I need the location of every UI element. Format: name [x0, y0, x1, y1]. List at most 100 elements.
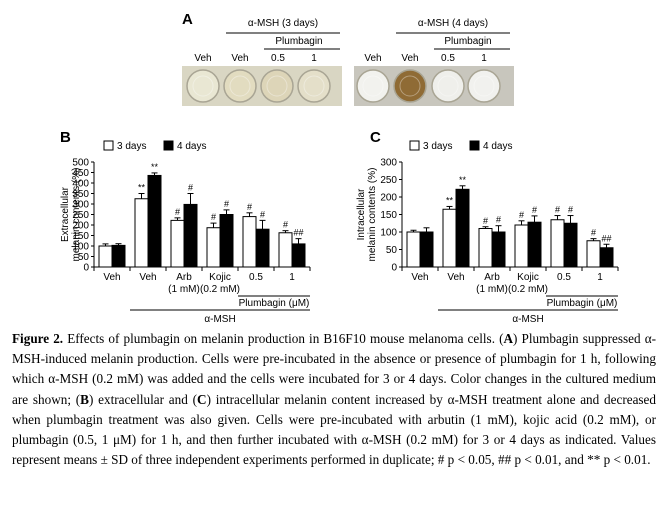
- chart-c-ylabel-line-0: Intracellular: [356, 188, 367, 240]
- chart-c-sigmark-5-0: #: [591, 228, 596, 238]
- chart-c-sigmark-2-0: #: [483, 216, 488, 226]
- chart-b-ylabel-line-0: Extracellular: [60, 186, 71, 242]
- a3-well-highlight-1: [192, 75, 214, 97]
- figure-caption: Figure 2. Effects of plumbagin on melani…: [12, 329, 656, 470]
- chart-b-bar-2-0: [170, 219, 185, 268]
- chart-c-ytick-label-5: 250: [380, 175, 397, 186]
- chart-c-ytick-label-2: 100: [380, 228, 397, 239]
- chart-b-legend-label-0: 3 days: [117, 141, 146, 152]
- chart-c-bar-4-1: [563, 222, 578, 268]
- a3-well-highlight-3: [266, 75, 288, 97]
- chart-c-category-1: Veh: [447, 272, 464, 283]
- chart-b-ytick-label-5: 250: [72, 210, 89, 221]
- chart-b-category-4: 0.5: [249, 272, 263, 283]
- chart-c-category-5: 1: [597, 272, 603, 283]
- chart-b-bar-5-0: [278, 232, 293, 268]
- chart-b-treatment-label: α-MSH: [204, 314, 235, 325]
- chart-b-legend-label-1: 4 days: [177, 141, 206, 152]
- a4-well-2: [393, 69, 427, 103]
- a3-well-label-1: Veh: [194, 53, 211, 64]
- chart-c-category-3: Kojic: [517, 272, 539, 283]
- panel-a-label: A: [182, 11, 193, 28]
- a4-well-highlight-3: [437, 75, 459, 97]
- chart-b-bar-1-1: [147, 174, 162, 268]
- chart-c-sublabel-3: (0.2 mM): [508, 284, 548, 295]
- chart-b-sigmark-2-1: #: [188, 183, 193, 193]
- chart-c-bar-3-0: [514, 224, 529, 268]
- chart-c-bar-5-0: [586, 240, 601, 268]
- chart-b-category-1: Veh: [139, 272, 156, 283]
- chart-b-category-2: Arb: [176, 272, 192, 283]
- chart-b-sigmark-3-1: #: [224, 199, 229, 209]
- a4-well-label-4: 1: [481, 53, 487, 64]
- chart-b-ytick-label-6: 300: [72, 200, 89, 211]
- chart-c-category-0: Veh: [411, 272, 428, 283]
- chart-c-bar-0-0: [406, 231, 421, 268]
- chart-b-ylabel: Extracellularmelanin contents (%): [60, 168, 82, 262]
- a3-well-label-2: Veh: [231, 53, 248, 64]
- chart-b-category-0: Veh: [103, 272, 120, 283]
- chart-b-sigmark-2-0: #: [175, 207, 180, 217]
- a3-well-label-3: 0.5: [271, 53, 285, 64]
- chart-c-sigmark-1-0: **: [446, 195, 454, 205]
- chart-c-bar-4-0: [550, 219, 565, 268]
- chart-b-ytick-label-3: 150: [72, 231, 89, 242]
- chart-b-sigmark-1-0: **: [138, 183, 146, 193]
- chart-b-ytick-label-2: 100: [72, 242, 89, 253]
- chart-b-ytick-label-7: 350: [72, 189, 89, 200]
- chart-c-ytick-label-3: 150: [380, 210, 397, 221]
- group3-plumbagin-label: Plumbagin: [275, 36, 322, 47]
- chart-c-sigmark-3-1: #: [532, 205, 537, 215]
- a3-well-1: [186, 69, 220, 103]
- chart-c-bar-1-0: [442, 208, 457, 268]
- group4-title: α-MSH (4 days): [418, 18, 488, 29]
- chart-c-bar-2-1: [491, 231, 506, 268]
- chart-b-bar-5-1: [291, 243, 306, 268]
- chart-b-bar-0-0: [98, 245, 113, 268]
- chart-b-ytick-label-1: 50: [78, 252, 90, 263]
- chart-b-sigmark-4-0: #: [247, 202, 252, 212]
- chart-c-ylabel: Intracellularmelanin contents (%): [356, 168, 378, 262]
- chart-b-ytick-label-9: 450: [72, 168, 89, 179]
- chart-b-bar-0-1: [111, 244, 126, 268]
- chart-b-bar-2-1: [183, 203, 198, 268]
- chart-b-bar-4-0: [242, 216, 257, 268]
- chart-b-sigmark-3-0: #: [211, 212, 216, 222]
- a3-well-highlight-2: [229, 75, 251, 97]
- chart-b-sigmark-4-1: #: [260, 209, 265, 219]
- chart-b-bar-3-1: [219, 214, 234, 268]
- chart-c-ytick-label-4: 200: [380, 193, 397, 204]
- chart-b-sublabel-3: (0.2 mM): [200, 284, 240, 295]
- figure: A α-MSH (3 days) Plumbagin Veh Veh 0.5 1…: [60, 11, 619, 325]
- chart-c-bar-3-1: [527, 221, 542, 268]
- a4-well-label-3: 0.5: [441, 53, 455, 64]
- a3-well-3: [260, 69, 294, 103]
- caption-ref-c: C: [197, 391, 207, 407]
- a4-well-highlight-2: [399, 75, 421, 97]
- chart-b-sigmark-5-0: #: [283, 220, 288, 230]
- a4-well-4: [467, 69, 501, 103]
- a3-well-highlight-4: [303, 75, 325, 97]
- chart-b-ytick-label-10: 500: [72, 158, 89, 169]
- caption-ref-b: B: [80, 391, 89, 407]
- chart-c-ytick-label-1: 50: [386, 245, 398, 256]
- chart-c-legend-swatch-0: [409, 140, 420, 151]
- chart-c-sublabel-2: (1 mM): [476, 284, 508, 295]
- caption-label: Figure 2.: [12, 331, 64, 346]
- group4-plumbagin-label: Plumbagin: [444, 36, 491, 47]
- a4-well-label-1: Veh: [364, 53, 381, 64]
- chart-c-ytick-label-0: 0: [391, 263, 397, 274]
- chart-c-sigmark-2-1: #: [496, 215, 501, 225]
- caption-text-1: Effects of plumbagin on melanin producti…: [63, 331, 504, 346]
- chart-b-bar-1-0: [134, 198, 149, 268]
- chart-b-category-5: 1: [289, 272, 295, 283]
- chart-b-bar-4-1: [255, 228, 270, 268]
- panel-a: A α-MSH (3 days) Plumbagin Veh Veh 0.5 1…: [182, 11, 514, 106]
- chart-b-group-label: Plumbagin (μM): [239, 298, 310, 309]
- a4-well-3: [431, 69, 465, 103]
- caption-ref-a: A: [503, 331, 514, 346]
- panel-c-label: C: [370, 129, 381, 146]
- chart-c-bar-5-1: [599, 247, 614, 268]
- chart-c-treatment-label: α-MSH: [512, 314, 543, 325]
